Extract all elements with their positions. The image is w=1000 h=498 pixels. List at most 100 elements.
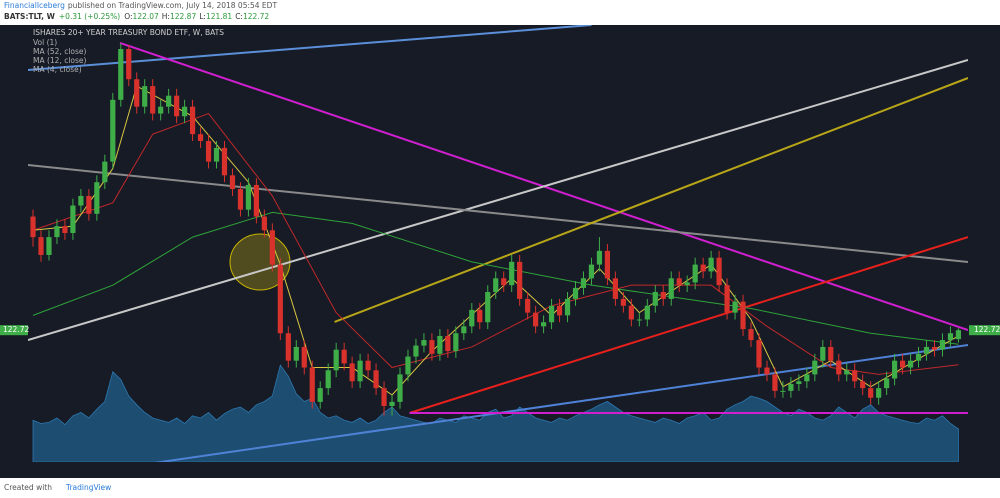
candle-body <box>828 346 834 361</box>
candle-body <box>301 346 307 368</box>
candle-body <box>485 292 491 323</box>
candle-body <box>548 305 555 323</box>
candle-body <box>349 363 355 382</box>
change: +0.31 (+0.25%) <box>59 12 120 21</box>
candle-body <box>221 147 228 176</box>
candle-body <box>293 346 299 361</box>
candle-body <box>509 261 515 286</box>
last-price-label: 122.72 <box>3 325 29 334</box>
ohlc-value: 122.07 <box>133 12 159 21</box>
candle-body <box>158 106 164 114</box>
candle-body <box>237 189 244 210</box>
candle-body <box>38 237 44 255</box>
candle-body <box>94 182 100 214</box>
axes: 122.72 122.72 <box>0 325 1000 336</box>
trend-line <box>28 164 968 263</box>
trend-line <box>334 77 968 323</box>
candle-body <box>804 374 810 382</box>
candle-body <box>213 147 220 162</box>
candle-body <box>229 175 236 190</box>
candle-body <box>556 305 563 316</box>
candle-body <box>820 346 826 361</box>
candle-body <box>724 285 730 313</box>
candle-body <box>134 79 140 107</box>
candle-body <box>493 278 499 293</box>
candle-body <box>915 353 922 361</box>
ma-line <box>32 211 959 345</box>
candle-body <box>580 278 587 288</box>
ohlc-label: L: <box>199 12 206 21</box>
candle-body <box>564 298 571 316</box>
candle-body <box>166 95 172 107</box>
candle-body <box>899 360 906 368</box>
candle-body <box>325 370 331 389</box>
candle-body <box>317 388 323 402</box>
candle-body <box>46 237 52 255</box>
last-price-tag <box>0 325 28 336</box>
legend-entry: Vol (1) <box>33 38 57 47</box>
candle-body <box>469 309 475 327</box>
candle-body <box>261 216 267 231</box>
ohlc-label: H: <box>162 12 170 21</box>
header-line: FinancialIceberg published on TradingView… <box>4 1 277 10</box>
candle-body <box>764 367 770 375</box>
candle-body <box>461 326 467 334</box>
candle-body <box>253 184 259 217</box>
brand-link[interactable]: TradingView <box>65 483 111 492</box>
candle-body <box>812 360 818 375</box>
created-with: Created with <box>4 483 52 492</box>
chart-title: ISHARES 20+ YEAR TREASURY BOND ETF, W, B… <box>33 28 224 37</box>
candle-body <box>413 345 419 357</box>
candle-body <box>333 349 339 371</box>
candle-body <box>341 349 347 364</box>
footer-background <box>0 478 1000 498</box>
last-price-tag <box>969 325 1000 336</box>
candle-body <box>748 329 754 341</box>
legend-entry: MA (4, close) <box>33 65 82 74</box>
candle-body <box>174 95 180 117</box>
trend-line <box>153 344 968 462</box>
candle-body <box>788 384 794 391</box>
author-link[interactable]: FinancialIceberg <box>4 1 65 10</box>
candle-body <box>150 86 156 114</box>
candle-body <box>572 287 579 299</box>
candle-body <box>684 282 690 286</box>
candle-body <box>668 278 674 299</box>
candle-body <box>644 305 650 320</box>
candle-body <box>533 312 539 327</box>
candle-body <box>628 305 634 320</box>
candle-body <box>277 264 283 334</box>
legend-entry: MA (12, close) <box>33 56 87 65</box>
candle-body <box>708 257 714 272</box>
candle-body <box>205 141 212 162</box>
symbol-line: BATS:TLT, W +0.31 (+0.25%) O:122.07 H:122.8… <box>4 12 269 21</box>
candle-body <box>309 367 315 402</box>
candle-body <box>844 370 850 375</box>
candle-body <box>596 250 603 265</box>
candle-body <box>612 278 618 299</box>
candle-body <box>182 106 188 117</box>
candle-body <box>453 333 459 352</box>
candle-body <box>716 257 722 286</box>
candle-body <box>70 205 76 233</box>
candle-body <box>501 278 507 286</box>
candle-body <box>197 134 204 142</box>
published-text: published on TradingView.com, July 14, 2… <box>68 1 278 10</box>
candle-body <box>892 360 898 379</box>
candle-body <box>947 333 954 341</box>
ma-line <box>32 112 959 375</box>
candle-body <box>876 388 882 398</box>
candle-body <box>357 360 363 382</box>
candle-body <box>397 374 403 402</box>
candle-body <box>477 309 483 323</box>
candle-body <box>429 340 435 354</box>
ohlc-value: 122.72 <box>243 12 269 21</box>
candle-body <box>126 49 132 80</box>
candles-layer <box>30 43 962 416</box>
candle-body <box>955 330 962 340</box>
candle-body <box>620 298 626 306</box>
candle-body <box>660 292 666 299</box>
candle-body <box>692 264 698 283</box>
candle-body <box>245 184 252 210</box>
